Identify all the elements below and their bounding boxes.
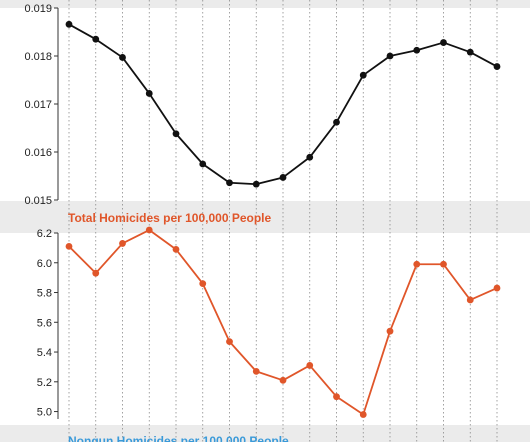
top-data-point-8	[279, 174, 287, 181]
top-y-tick-label-0: 0.019	[24, 3, 52, 15]
bottom-data-point-14	[440, 260, 447, 268]
bottom-y-tick-label-0: 6.2	[37, 228, 52, 240]
bottom-data-point-6	[226, 338, 233, 346]
top-data-point-6	[226, 179, 233, 187]
bottom-data-point-16	[493, 284, 501, 292]
bottom-data-point-3	[145, 226, 153, 234]
bottom-data-point-2	[119, 240, 126, 247]
bottom-data-point-1	[92, 269, 100, 277]
top-y-tick-label-2: 0.017	[24, 99, 52, 111]
top-data-point-13	[413, 46, 421, 54]
bottom-y-tick-label-5: 5.2	[37, 377, 52, 389]
top-y-tick-label-1: 0.018	[24, 51, 52, 63]
top-data-point-10	[333, 118, 340, 126]
top-y-tick-label-4: 0.015	[24, 195, 52, 207]
top-data-point-12	[386, 52, 394, 60]
bottom-strip	[0, 425, 530, 442]
bottom-data-point-13	[413, 260, 421, 268]
top-data-point-1	[92, 35, 100, 43]
middle-strip	[0, 201, 530, 233]
bottom-data-point-15	[466, 296, 474, 304]
top-data-point-16	[493, 63, 501, 70]
top-strip	[0, 0, 530, 8]
bottom-data-point-4	[172, 245, 180, 253]
bottom-y-tick-label-2: 5.8	[37, 288, 52, 300]
panel-bottom: 6.2 6.0 5.8 5.6 5.4 5.2 5.0	[37, 226, 501, 419]
bottom-y-tick-label-4: 5.4	[37, 347, 52, 359]
bottom-data-point-9	[306, 362, 314, 369]
top-data-point-2	[119, 54, 126, 61]
top-y-tick-label-3: 0.016	[24, 147, 52, 159]
bottom-panel-title: Nongun Homicides per 100,000 People	[68, 434, 289, 442]
bottom-data-point-8	[279, 376, 287, 384]
top-data-point-4	[172, 130, 180, 138]
top-data-point-7	[252, 180, 260, 188]
top-data-point-11	[359, 71, 367, 79]
bottom-data-point-12	[386, 327, 394, 335]
panel-top: 0.019 0.018 0.017 0.016 0.015	[24, 3, 501, 207]
top-data-point-9	[306, 153, 314, 161]
bottom-data-point-7	[252, 367, 260, 375]
bottom-data-point-5	[199, 280, 207, 287]
bottom-data-point-10	[333, 393, 340, 401]
top-data-point-3	[145, 90, 153, 97]
bottom-y-tick-label-1: 6.0	[37, 258, 52, 270]
top-data-point-15	[466, 48, 474, 56]
bottom-y-tick-label-3: 5.6	[37, 317, 52, 329]
top-data-point-0	[65, 20, 73, 28]
top-data-point-5	[199, 160, 207, 168]
top-data-point-14	[440, 39, 447, 46]
bottom-y-tick-label-6: 5.0	[37, 407, 52, 419]
bottom-data-point-11	[359, 411, 367, 418]
panel-bottom-title: Total Homicides per 100,000 People	[68, 211, 272, 225]
bottom-data-point-0	[65, 242, 73, 250]
